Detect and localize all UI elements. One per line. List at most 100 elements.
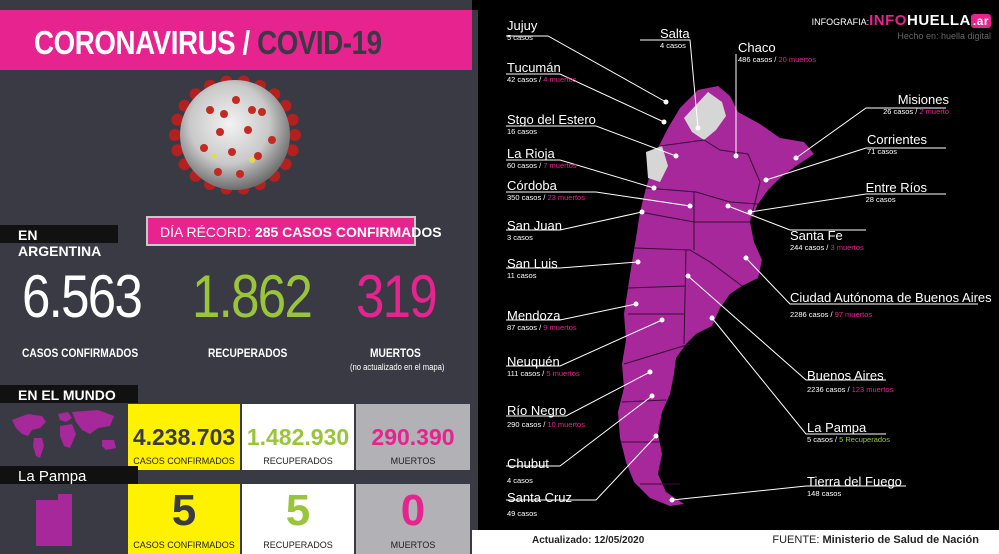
province-cases: 3 casos <box>507 233 533 242</box>
record-text: DÍA RÉCORD: <box>160 224 252 240</box>
province-tierra-del-fuego: Tierra del Fuego 148 casos <box>807 474 902 499</box>
province-corrientes: Corrientes 71 casos <box>867 132 927 157</box>
province-name: Chubut <box>507 456 549 471</box>
ar-deaths-label: MUERTOS <box>370 346 421 360</box>
world-map-icon <box>12 410 116 458</box>
province-chubut: Chubut 4 casos <box>507 456 549 486</box>
province-cases: 4 casos <box>660 41 686 50</box>
world-confirmed-label: CASOS CONFIRMADOS <box>133 456 235 466</box>
province-cases: 2286 casos / <box>790 310 833 319</box>
province-deaths: 5 muertos <box>546 369 580 378</box>
province-cases: 111 casos / <box>507 369 545 378</box>
province-cases: 290 casos / <box>507 420 546 429</box>
province-deaths: 3 muertos <box>830 243 864 252</box>
brand-info: INFO <box>869 12 907 29</box>
province-cordoba: Córdoba 350 casos / 23 muertos <box>507 178 585 203</box>
province-name: Tierra del Fuego <box>807 474 902 489</box>
province-stgo-del-estero: Stgo del Estero 16 casos <box>507 112 596 137</box>
province-salta: Salta 4 casos <box>660 26 690 51</box>
ar-confirmed-label: CASOS CONFIRMADOS <box>22 346 139 360</box>
province-san-juan: San Juan 3 casos <box>507 218 562 243</box>
province-name: San Juan <box>507 218 562 233</box>
province-cases: 5 casos <box>507 33 533 42</box>
lapampa-label: La Pampa <box>0 466 138 485</box>
ar-confirmed-value: 6.563 <box>22 263 143 330</box>
province-cases: 71 casos <box>867 147 898 156</box>
province-la-pampa: La Pampa 5 casos / 5 Recuperados <box>807 420 890 445</box>
page-title: CORONAVIRUS / COVID-19 <box>34 24 382 62</box>
source-label: FUENTE: <box>772 534 820 546</box>
lapampa-recovered-label: RECUPERADOS <box>263 540 333 550</box>
province-mendoza: Mendoza 87 casos / 9 muertos <box>507 308 577 333</box>
province-name: Misiones <box>897 92 949 107</box>
province-cases: 2236 casos / <box>807 385 850 394</box>
province-deaths: 10 muertos <box>547 420 585 429</box>
coronavirus-illustration <box>169 75 301 195</box>
province-chaco: Chaco 486 casos / 20 muertos <box>738 40 816 65</box>
province-santa-cruz: Santa Cruz 49 casos <box>507 490 572 519</box>
panel-divider <box>472 10 478 530</box>
world-deaths-value: 290.390 <box>371 424 455 450</box>
title-band: CORONAVIRUS / COVID-19 <box>0 10 472 70</box>
province-name: La Rioja <box>507 146 555 161</box>
title-part1: CORONAVIRUS <box>34 24 236 61</box>
province-deaths: 7 muertos <box>543 161 577 170</box>
province-santa-fe: Santa Fe 244 casos / 3 muertos <box>790 228 864 253</box>
title-part2: COVID-19 <box>257 24 382 61</box>
province-name: Corrientes <box>867 132 927 147</box>
world-deaths-label: MUERTOS <box>390 456 436 466</box>
province-name: Santa Fe <box>790 228 843 243</box>
record-value: 285 CASOS CONFIRMADOS <box>254 224 442 240</box>
record-day-banner: DÍA RÉCORD: 285 CASOS CONFIRMADOS <box>146 216 442 246</box>
province-cases: 5 casos / <box>807 435 838 444</box>
footer: Actualizado: 12/05/2020 FUENTE: Minister… <box>472 530 999 554</box>
province-name: Neuquén <box>507 354 560 369</box>
lapampa-deaths-label: MUERTOS <box>390 540 436 550</box>
province-name: San Luis <box>507 256 558 271</box>
brand-huella: HUELLA <box>906 12 971 29</box>
province-cases: 26 casos / <box>883 107 918 116</box>
province-name: Salta <box>660 26 690 41</box>
ar-recovered-label: RECUPERADOS <box>208 346 288 360</box>
ar-deaths-value: 319 <box>356 263 438 330</box>
credit-block: INFOGRAFIA:INFOHUELLA .ar Hecho en: huell… <box>812 12 991 41</box>
province-cases: 16 casos <box>507 127 538 136</box>
world-recovered-card: 1.482.930 RECUPERADOS <box>242 404 354 470</box>
province-name: Tucumán <box>507 60 561 75</box>
source-credit: FUENTE: Ministerio de Salud de Nación <box>772 534 979 546</box>
province-name: Santa Cruz <box>507 490 573 505</box>
province-cases: 42 casos / <box>507 75 542 84</box>
province-name: Entre Ríos <box>865 180 927 195</box>
province-cases: 486 casos / <box>738 55 777 64</box>
stats-panel: CORONAVIRUS / COVID-19 EN ARGENTINA DÍA … <box>0 0 472 554</box>
province-deaths: 2 muerto <box>919 107 949 116</box>
province-name: La Pampa <box>807 420 867 435</box>
title-separator: / <box>235 24 258 61</box>
updated-date: Actualizado: 12/05/2020 <box>532 535 645 546</box>
province-name: Jujuy <box>507 18 538 33</box>
province-jujuy: Jujuy 5 casos <box>507 18 537 43</box>
province-tucuman: Tucumán 42 casos / 4 muertos <box>507 60 577 85</box>
province-deaths: 123 muertos <box>851 385 894 394</box>
credit-prefix: INFOGRAFIA: <box>811 17 870 27</box>
world-confirmed-value: 4.238.703 <box>132 424 236 450</box>
lapampa-recovered-card: 5 RECUPERADOS <box>242 484 354 554</box>
world-label: EN EL MUNDO <box>0 385 138 403</box>
ar-recovered-value: 1.862 <box>192 263 313 330</box>
lapampa-recovered-value: 5 <box>285 486 311 535</box>
province-rio-negro: Río Negro 290 casos / 10 muertos <box>507 403 585 430</box>
province-cases: 244 casos / <box>790 243 829 252</box>
province-cases: 148 casos <box>807 489 842 498</box>
province-cases: 11 casos <box>507 271 537 280</box>
lapampa-deaths-value: 0 <box>400 486 426 535</box>
province-deaths: 23 muertos <box>547 193 585 202</box>
lapampa-confirmed-label: CASOS CONFIRMADOS <box>133 540 235 550</box>
province-deaths: 20 muertos <box>778 55 816 64</box>
credit-byline: Hecho en: huella digital <box>897 31 991 41</box>
world-deaths-card: 290.390 MUERTOS <box>356 404 470 470</box>
province-deaths: 9 muertos <box>543 323 577 332</box>
province-name: Córdoba <box>507 178 557 193</box>
province-name: Ciudad Autónoma de Buenos Aires <box>790 290 992 305</box>
province-cases: 87 casos / <box>507 323 542 332</box>
